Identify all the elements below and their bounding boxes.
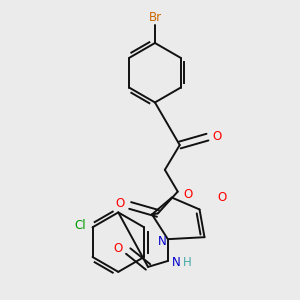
Text: O: O — [213, 130, 222, 142]
Text: O: O — [114, 242, 123, 255]
Text: Cl: Cl — [75, 219, 86, 232]
Text: Br: Br — [148, 11, 161, 24]
Text: O: O — [116, 197, 125, 210]
Text: O: O — [218, 191, 227, 204]
Text: N: N — [171, 256, 180, 269]
Text: O: O — [183, 188, 192, 201]
Text: H: H — [183, 256, 192, 269]
Text: N: N — [158, 235, 166, 248]
